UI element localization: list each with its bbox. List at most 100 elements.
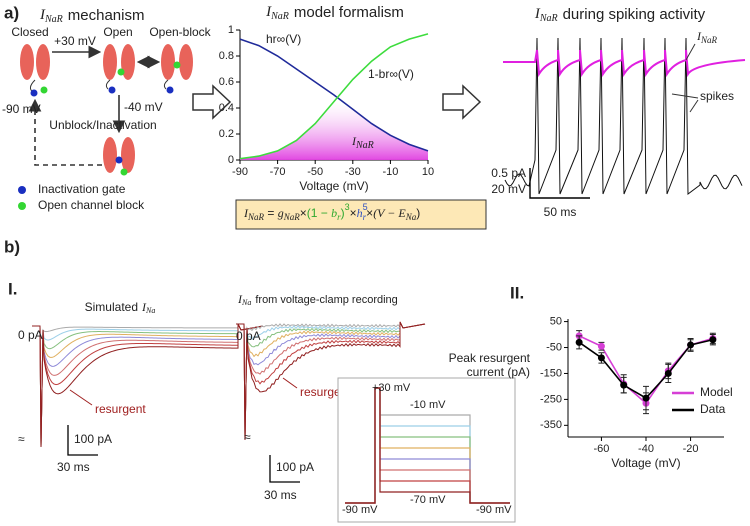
scale-label: 0.5 pA xyxy=(491,166,526,180)
x-tick-label: 10 xyxy=(422,166,434,178)
current-trace xyxy=(32,323,264,448)
chart-title: INaR model formalism xyxy=(265,4,404,22)
eq-part: I xyxy=(243,206,249,220)
current-trace xyxy=(236,321,426,441)
eq-part: r xyxy=(337,212,341,222)
spiking-traces xyxy=(503,37,746,195)
pointer xyxy=(671,93,699,99)
symbol: I xyxy=(534,6,541,22)
eq-part: × xyxy=(366,206,373,220)
marker xyxy=(642,394,650,402)
y-tick-label: 0.4 xyxy=(219,102,234,114)
scale-label: 100 pA xyxy=(74,432,112,446)
current-trace xyxy=(32,323,264,448)
x-tick-label: -40 xyxy=(638,443,654,455)
pointer xyxy=(685,43,696,61)
resurgent-area xyxy=(240,101,428,160)
current-label: INaR xyxy=(696,29,718,45)
y-axis-label: current (pA) xyxy=(467,365,530,379)
protocol-traces xyxy=(345,387,510,504)
legend-swatch xyxy=(18,186,26,194)
x-tick-label: -30 xyxy=(345,166,361,178)
pointer xyxy=(282,377,298,389)
eq-part: (1 − xyxy=(307,206,331,220)
scale-label: 30 ms xyxy=(264,488,297,502)
series-label: 1-br∞(V) xyxy=(368,67,414,81)
current-trace xyxy=(32,323,264,448)
y-axis-label: Peak resurgent xyxy=(449,351,531,365)
marker xyxy=(620,381,628,389)
y-tick-label: 0.8 xyxy=(219,50,234,62)
break-mark: ≈ xyxy=(244,430,251,444)
eq-part: g xyxy=(278,206,284,220)
y-tick-label: -150 xyxy=(540,367,562,379)
subscript: NaR xyxy=(270,11,289,22)
eq-part: ) xyxy=(416,206,420,220)
voltage-label: +30 mV xyxy=(54,34,96,48)
symbol: I xyxy=(237,292,243,306)
subscript: NaR xyxy=(44,14,63,25)
voltage-label: -90 mV xyxy=(2,102,41,116)
eq-part: × xyxy=(300,206,307,220)
spikes-label: spikes xyxy=(700,89,734,103)
current-trace xyxy=(32,323,264,448)
x-axis-label: Voltage (mV) xyxy=(299,179,368,193)
subscript: NaR xyxy=(700,35,718,45)
y-tick-label: 50 xyxy=(550,315,562,327)
marker xyxy=(709,336,717,344)
title-text: from voltage-clamp recording xyxy=(255,294,397,306)
eq-part: (V − E xyxy=(373,206,406,220)
eq-part: ) xyxy=(341,206,345,220)
y-tick-label: -50 xyxy=(546,341,562,353)
eq-part: = xyxy=(264,206,278,220)
symbol: I xyxy=(39,7,46,23)
x-tick-label: -90 xyxy=(232,166,248,178)
current-trace xyxy=(236,321,426,441)
series-line xyxy=(239,33,429,160)
subscript: NaR xyxy=(539,13,558,24)
symbol: I xyxy=(265,4,272,20)
x-tick-label: -50 xyxy=(307,166,323,178)
protocol-inset xyxy=(337,377,516,523)
eq-part: NaR xyxy=(247,212,265,222)
series-label: hr∞(V) xyxy=(266,32,301,46)
state-label: Open-block xyxy=(149,25,211,39)
x-axis-label: Voltage (mV) xyxy=(611,456,680,470)
recorded-traces xyxy=(236,321,426,441)
current-trace xyxy=(236,321,426,441)
current-trace xyxy=(32,323,264,448)
equation: INaR = gNaR×(1 − br)3×h5 r×(V − ENa) xyxy=(243,202,420,222)
eq-part: 5 xyxy=(363,202,368,212)
scale-bar xyxy=(269,455,300,483)
scale-label: 100 pA xyxy=(276,460,314,474)
panel-label: I. xyxy=(8,279,17,298)
current-trace xyxy=(236,321,426,441)
trace-title: Simulated INa xyxy=(85,300,156,315)
pointer xyxy=(689,99,699,113)
simulated-traces xyxy=(32,323,264,448)
scale-label: 30 ms xyxy=(57,460,90,474)
legend-swatch xyxy=(18,202,26,210)
equation-box xyxy=(235,199,487,230)
panel-label: a) xyxy=(4,3,19,22)
legend-label: Open channel block xyxy=(38,198,145,212)
subscript: NaR xyxy=(355,140,374,151)
protocol-label: -90 mV xyxy=(476,504,512,516)
voltage-trace xyxy=(504,37,743,195)
state-label: Closed xyxy=(11,25,48,39)
scale-bar xyxy=(529,168,590,199)
current-trace xyxy=(236,321,426,441)
x-tick-label: -60 xyxy=(593,443,609,455)
diagram-arrows xyxy=(28,45,161,166)
eq-part: 3 xyxy=(345,202,350,212)
zero-label: 0 pA xyxy=(18,328,43,342)
current-trace xyxy=(32,323,264,448)
title-text: Simulated xyxy=(85,300,138,314)
current-trace xyxy=(32,323,264,448)
y-tick-label: -250 xyxy=(540,393,562,405)
eq-part: × xyxy=(350,206,357,220)
break-mark: ≈ xyxy=(18,432,25,446)
subscript: Na xyxy=(145,306,155,315)
y-tick-label: 0.6 xyxy=(219,76,234,88)
current-trace xyxy=(236,321,426,441)
